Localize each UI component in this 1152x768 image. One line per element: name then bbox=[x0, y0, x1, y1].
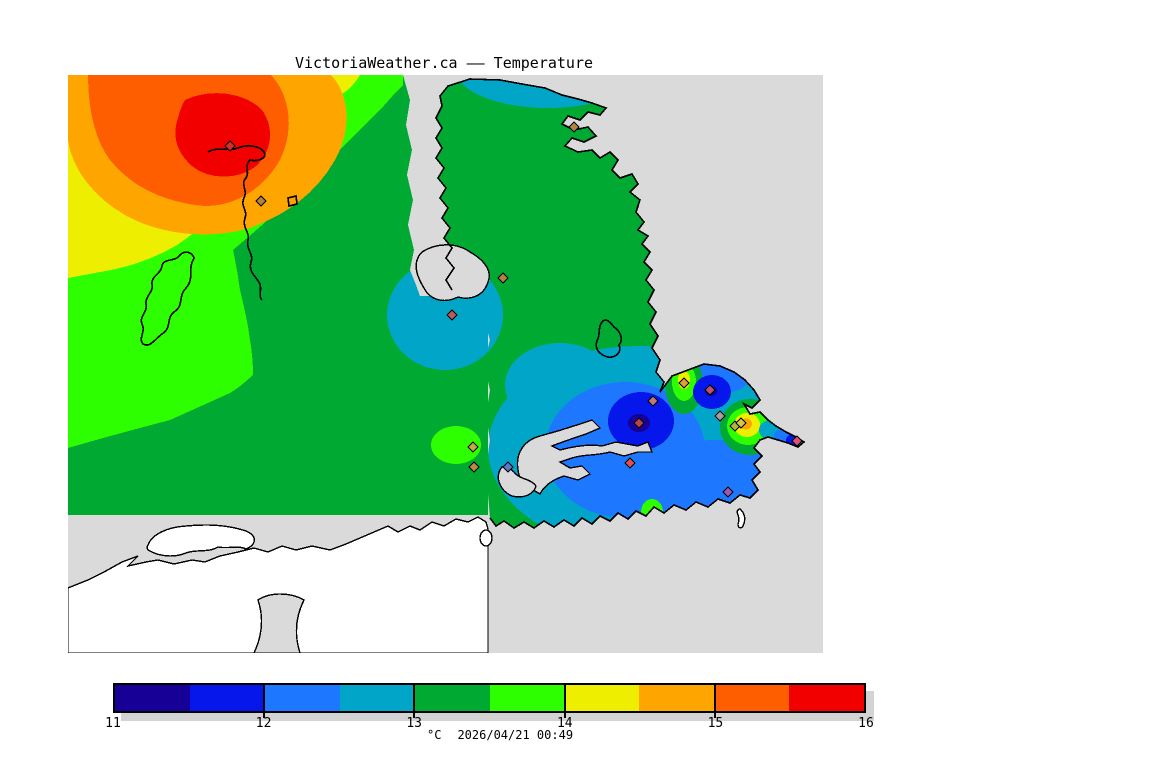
station-marker bbox=[722, 486, 734, 498]
colorbar-tick-labels: 11 12 13 14 15 16 bbox=[105, 716, 874, 732]
station-marker bbox=[704, 384, 716, 396]
colorbar-segment bbox=[414, 685, 490, 711]
station-marker bbox=[714, 410, 726, 422]
station-marker bbox=[647, 395, 659, 407]
peninsula-coastline bbox=[435, 78, 806, 529]
esquimalt-inlet-water bbox=[516, 419, 654, 495]
station-marker bbox=[468, 461, 480, 473]
colorbar-segment bbox=[639, 685, 715, 711]
saltspring-island-outline bbox=[140, 251, 195, 346]
colorbar-segment bbox=[789, 685, 865, 711]
northwest-water-gap bbox=[403, 75, 490, 296]
colorbar-segment bbox=[489, 685, 565, 711]
colorbar-tick-label: 11 bbox=[105, 716, 121, 731]
colorbar-tick-label: 14 bbox=[556, 716, 573, 731]
timestamp-label: 2026/04/21 00:49 bbox=[457, 728, 574, 742]
station-marker bbox=[224, 140, 236, 152]
colorbar-segment bbox=[189, 685, 265, 711]
colorbar-caption: °C 2026/04/21 00:49 bbox=[427, 728, 573, 742]
unit-label: °C bbox=[427, 728, 442, 742]
elk-lake-outline bbox=[595, 319, 622, 358]
maplebay-shoreline bbox=[207, 145, 266, 301]
station-marker bbox=[446, 309, 458, 321]
station-markers bbox=[224, 121, 803, 498]
small-islet-west bbox=[479, 529, 493, 547]
station-marker bbox=[624, 457, 636, 469]
colorbar-segment bbox=[115, 685, 190, 711]
station-marker bbox=[791, 435, 803, 447]
station-marker bbox=[502, 461, 514, 473]
station-marker bbox=[568, 121, 580, 133]
colorbar-segment bbox=[564, 685, 640, 711]
saanich-inlet-water bbox=[415, 244, 490, 302]
station-marker bbox=[467, 441, 479, 453]
station-marker bbox=[497, 272, 509, 284]
colorbar-segment bbox=[714, 685, 790, 711]
station-marker bbox=[678, 377, 690, 389]
station-marker bbox=[633, 417, 645, 429]
colorbar-tick-label: 13 bbox=[406, 716, 423, 731]
channel-water bbox=[253, 593, 305, 653]
station-marker bbox=[735, 417, 747, 429]
hotspot-red-core bbox=[175, 93, 271, 177]
colorbar-segment bbox=[339, 685, 415, 711]
west-brightgreen-spot bbox=[431, 426, 481, 464]
colorbar-segment bbox=[264, 685, 340, 711]
temperature-colorbar bbox=[113, 683, 866, 713]
station-marker bbox=[255, 195, 267, 207]
map-title: VictoriaWeather.ca —— Temperature bbox=[295, 54, 594, 72]
colorbar-tick-label: 12 bbox=[255, 716, 272, 731]
southwest-mainland bbox=[68, 516, 489, 653]
colorbar-tick-label: 16 bbox=[858, 716, 874, 731]
shore-nub-outline bbox=[287, 195, 298, 207]
temperature-map bbox=[68, 75, 823, 653]
small-islet-south bbox=[736, 508, 746, 529]
southwest-island bbox=[146, 524, 255, 557]
colorbar-tick-label: 15 bbox=[707, 716, 724, 731]
